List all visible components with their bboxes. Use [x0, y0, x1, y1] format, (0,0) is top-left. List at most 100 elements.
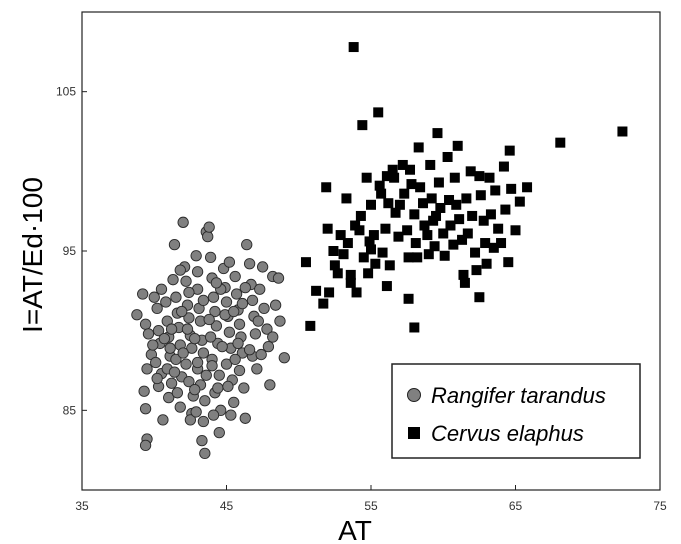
rangifer-tarandus-point	[160, 296, 172, 308]
cervus-elaphus-point	[449, 172, 460, 183]
rangifer-tarandus-point	[148, 291, 160, 303]
cervus-elaphus-point	[498, 161, 509, 172]
rangifer-tarandus-point	[176, 305, 188, 318]
cervus-elaphus-point	[438, 228, 449, 239]
cervus-elaphus-point	[354, 225, 365, 236]
rangifer-tarandus-point	[233, 318, 246, 330]
rangifer-tarandus-point	[261, 323, 273, 335]
rangifer-tarandus-point	[267, 331, 279, 343]
cervus-elaphus-point	[366, 244, 376, 255]
rangifer-tarandus-point	[157, 414, 169, 426]
rangifer-tarandus-point	[243, 258, 256, 270]
cervus-elaphus-point	[357, 120, 368, 131]
rangifer-tarandus-point	[203, 221, 215, 233]
cervus-elaphus-point	[381, 281, 392, 292]
cervus-elaphus-point	[617, 126, 628, 137]
rangifer-tarandus-point	[152, 325, 165, 337]
rangifer-tarandus-point	[232, 337, 244, 350]
cervus-elaphus-point	[478, 215, 489, 226]
cervus-elaphus-point	[329, 260, 340, 271]
x-tick-label: 55	[364, 499, 378, 513]
cervus-elaphus-point	[390, 207, 401, 218]
cervus-elaphus-point	[459, 277, 470, 288]
rangifer-tarandus-point	[196, 434, 208, 447]
rangifer-tarandus-point	[147, 339, 159, 351]
rangifer-tarandus-point	[165, 377, 178, 389]
rangifer-tarandus-point	[222, 380, 234, 393]
x-tick-label: 75	[653, 499, 667, 513]
rangifer-tarandus-point	[199, 447, 211, 460]
rangifer-tarandus-point	[177, 347, 189, 359]
rangifer-tarandus-point	[255, 348, 267, 361]
rangifer-tarandus-point	[197, 294, 210, 307]
rangifer-tarandus-point	[183, 376, 195, 388]
rangifer-tarandus-point	[204, 331, 217, 343]
y-tick-label: 85	[63, 403, 77, 417]
cervus-elaphus-point	[458, 269, 469, 280]
cervus-elaphus-point	[366, 199, 376, 210]
cervus-elaphus-point	[484, 172, 495, 183]
rangifer-tarandus-point	[206, 360, 218, 372]
cervus-elaphus-point	[376, 188, 387, 199]
legend-box	[391, 363, 641, 459]
rangifer-tarandus-point	[168, 238, 181, 251]
rangifer-tarandus-point	[254, 283, 266, 295]
rangifer-tarandus-point	[170, 353, 182, 365]
cervus-elaphus-point	[393, 231, 404, 242]
cervus-elaphus-point	[383, 198, 394, 209]
cervus-elaphus-point	[402, 225, 413, 236]
cervus-elaphus-point	[451, 199, 462, 210]
cervus-elaphus-point	[351, 287, 362, 298]
cervus-elaphus-point	[394, 199, 405, 210]
rangifer-tarandus-point	[191, 266, 204, 278]
cervus-elaphus-point	[409, 209, 420, 220]
rangifer-tarandus-point	[180, 275, 192, 287]
cervus-elaphus-point	[345, 269, 356, 280]
rangifer-tarandus-point	[258, 302, 270, 315]
x-axis-title: AT	[338, 515, 372, 544]
cervus-elaphus-point	[462, 228, 473, 239]
cervus-elaphus-point	[439, 250, 450, 261]
legend: Rangifer tarandus Cervus elaphus	[391, 363, 641, 459]
series-0	[131, 216, 290, 460]
rangifer-tarandus-point	[191, 356, 204, 369]
cervus-elaphus-point	[522, 182, 533, 193]
cervus-elaphus-point	[380, 223, 391, 234]
data-points	[131, 42, 628, 460]
cervus-elaphus-point	[445, 220, 456, 231]
cervus-elaphus-point	[423, 249, 434, 260]
rangifer-tarandus-point	[131, 309, 143, 321]
cervus-elaphus-point	[457, 234, 468, 245]
rangifer-tarandus-point	[184, 414, 197, 426]
rangifer-tarandus-point	[139, 439, 152, 452]
cervus-elaphus-point	[399, 188, 410, 199]
rangifer-tarandus-point	[228, 396, 240, 409]
rangifer-tarandus-point	[256, 261, 269, 273]
cervus-elaphus-point	[452, 140, 463, 151]
cervus-elaphus-point	[405, 164, 416, 175]
cervus-elaphus-point	[432, 128, 443, 139]
x-tick-label: 35	[75, 499, 89, 513]
rangifer-tarandus-point	[220, 358, 233, 370]
cervus-elaphus-point	[300, 257, 311, 268]
cervus-elaphus-point	[328, 246, 339, 256]
rangifer-tarandus-point	[220, 296, 233, 308]
cervus-elaphus-point	[510, 225, 521, 236]
cervus-elaphus-point	[444, 195, 455, 206]
cervus-elaphus-point	[467, 210, 478, 221]
cervus-elaphus-point	[322, 223, 333, 234]
cervus-elaphus-point	[506, 183, 517, 194]
rangifer-tarandus-point	[243, 344, 256, 356]
rangifer-tarandus-point	[171, 387, 184, 399]
cervus-elaphus-point	[409, 322, 420, 333]
cervus-elaphus-point	[318, 298, 329, 309]
rangifer-tarandus-point	[239, 281, 251, 294]
cervus-elaphus-point	[426, 193, 437, 204]
cervus-elaphus-point	[435, 202, 446, 213]
rangifer-tarandus-point	[251, 363, 263, 375]
series-1	[300, 42, 628, 333]
y-axis-ticks: 85 95 105	[56, 85, 87, 417]
cervus-elaphus-point	[490, 185, 501, 196]
rangifer-tarandus-point	[210, 320, 223, 332]
